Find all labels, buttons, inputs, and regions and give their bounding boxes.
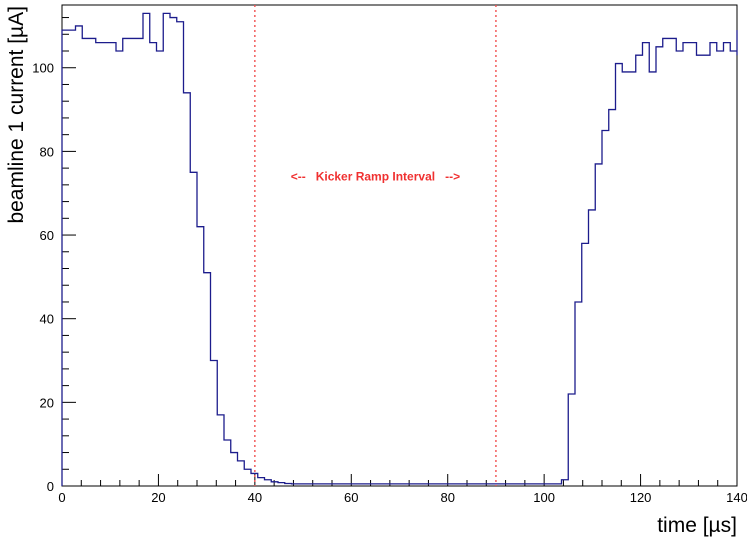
x-tick-label: 60 — [344, 490, 358, 505]
y-tick-label: 60 — [40, 228, 54, 243]
x-axis: 0 20 40 60 80 100 120 140 — [58, 474, 747, 505]
plot-frame — [61, 4, 738, 487]
x-tick-label: 20 — [151, 490, 165, 505]
x-axis-title: time [µs] — [657, 514, 737, 537]
y-tick-label: 40 — [40, 312, 54, 327]
x-tick-label: 0 — [58, 490, 65, 505]
y-tick-label: 100 — [32, 61, 54, 76]
y-axis-title: beamline 1 current [µA] — [5, 6, 28, 224]
y-axis: 0 20 40 60 80 100 — [32, 17, 76, 494]
beam-current-series — [61, 12, 738, 486]
kicker-ramp-annotation: <-- Kicker Ramp Interval --> — [291, 170, 460, 184]
interval-markers — [254, 5, 497, 486]
x-tick-label: 120 — [630, 490, 652, 505]
x-tick-label: 140 — [726, 490, 747, 505]
x-tick-label: 40 — [248, 490, 262, 505]
x-tick-label: 100 — [533, 490, 555, 505]
x-tick-label: 80 — [440, 490, 454, 505]
y-tick-label: 80 — [40, 144, 54, 159]
y-tick-label: 0 — [47, 479, 54, 494]
y-tick-label: 20 — [40, 395, 54, 410]
